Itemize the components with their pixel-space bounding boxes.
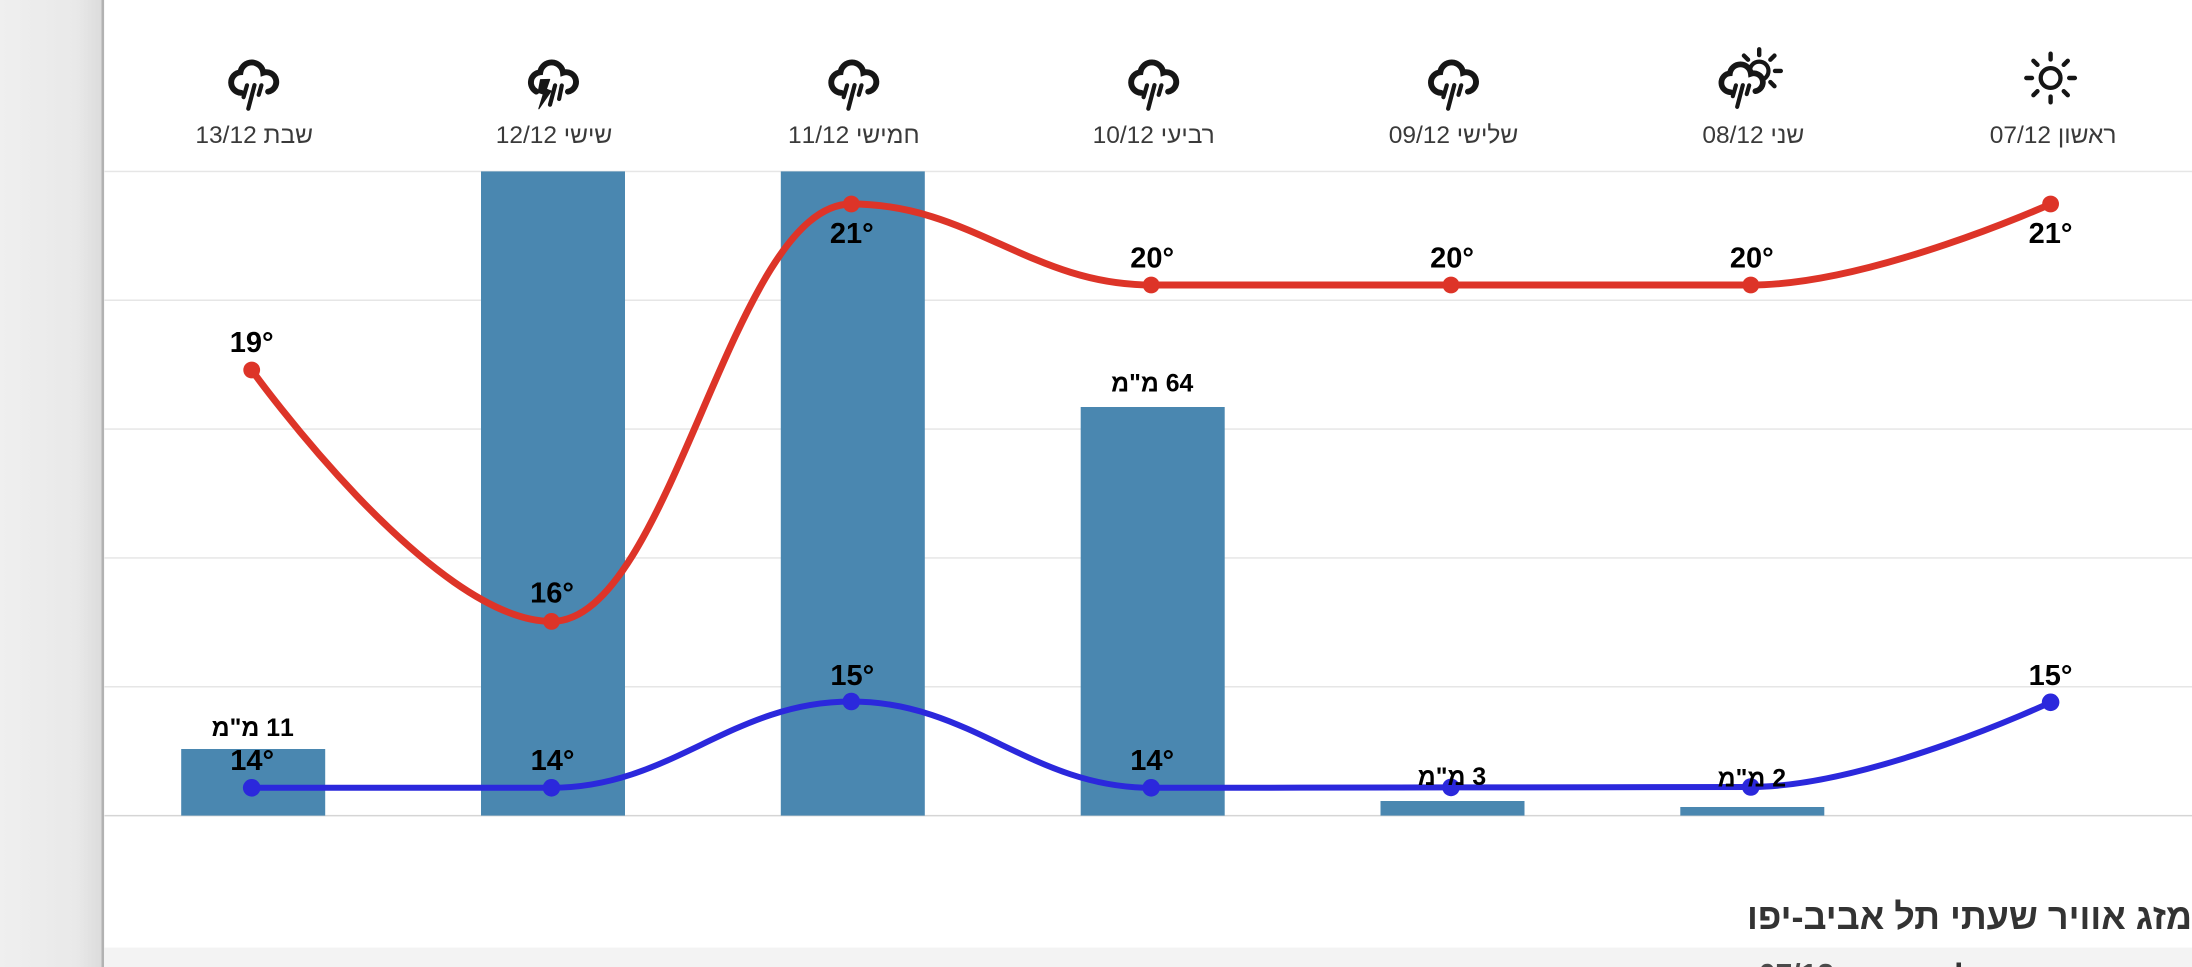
svg-text:20°: 20° bbox=[1130, 242, 1174, 274]
svg-text:15°: 15° bbox=[830, 660, 874, 692]
svg-text:14°: 14° bbox=[531, 745, 575, 777]
svg-text:21°: 21° bbox=[2029, 218, 2073, 250]
svg-text:64 מ"מ: 64 מ"מ bbox=[1111, 371, 1193, 398]
svg-text:14°: 14° bbox=[230, 745, 274, 777]
svg-text:2 מ"מ: 2 מ"מ bbox=[1718, 766, 1786, 793]
svg-text:שבת 13/12: שבת 13/12 bbox=[195, 122, 313, 149]
svg-text:שישי 12/12: שישי 12/12 bbox=[496, 122, 613, 149]
svg-text:3 מ"מ: 3 מ"מ bbox=[1418, 764, 1486, 791]
svg-text:שלישי 09/12: שלישי 09/12 bbox=[1389, 122, 1519, 149]
svg-text:מזג אוויר שעתי תל אביב-יפו: מזג אוויר שעתי תל אביב-יפו bbox=[1747, 896, 2192, 937]
svg-text:21°: 21° bbox=[830, 218, 874, 250]
svg-text:16°: 16° bbox=[530, 578, 574, 610]
svg-text:שני 08/12: שני 08/12 bbox=[1702, 122, 1804, 149]
svg-text:19°: 19° bbox=[230, 327, 274, 359]
svg-text:20°: 20° bbox=[1730, 242, 1774, 274]
svg-text:11 מ"מ: 11 מ"מ bbox=[212, 715, 294, 742]
svg-text:רביעי 10/12: רביעי 10/12 bbox=[1093, 122, 1215, 149]
svg-text:חמישי 11/12: חמישי 11/12 bbox=[788, 122, 920, 149]
svg-text:ראשון 07/12: ראשון 07/12 bbox=[1990, 122, 2117, 149]
svg-text:15°: 15° bbox=[2029, 660, 2073, 692]
svg-text:20°: 20° bbox=[1430, 242, 1474, 274]
svg-text:07/12: 07/12 bbox=[1759, 959, 1834, 967]
svg-text:14°: 14° bbox=[1130, 745, 1174, 777]
